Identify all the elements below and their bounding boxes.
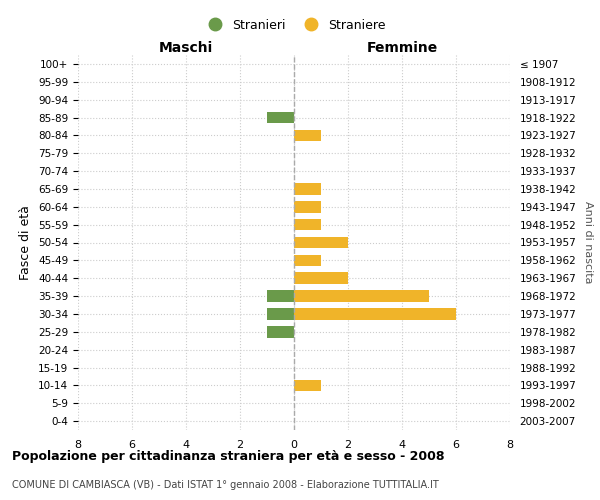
Bar	[294, 130, 321, 141]
Bar	[294, 380, 321, 391]
Bar	[294, 272, 348, 284]
Y-axis label: Anni di nascita: Anni di nascita	[583, 201, 593, 284]
Bar	[267, 326, 294, 338]
Bar	[294, 290, 429, 302]
Bar	[294, 308, 456, 320]
Text: COMUNE DI CAMBIASCA (VB) - Dati ISTAT 1° gennaio 2008 - Elaborazione TUTTITALIA.: COMUNE DI CAMBIASCA (VB) - Dati ISTAT 1°…	[12, 480, 439, 490]
Legend: Stranieri, Straniere: Stranieri, Straniere	[196, 12, 392, 38]
Y-axis label: Fasce di età: Fasce di età	[19, 205, 32, 280]
Bar	[267, 308, 294, 320]
Bar	[294, 219, 321, 230]
Bar	[294, 254, 321, 266]
Text: Femmine: Femmine	[367, 41, 437, 55]
Bar	[294, 201, 321, 212]
Bar	[267, 112, 294, 124]
Bar	[294, 236, 348, 248]
Text: Maschi: Maschi	[159, 41, 213, 55]
Bar	[267, 290, 294, 302]
Bar	[294, 183, 321, 194]
Text: Popolazione per cittadinanza straniera per età e sesso - 2008: Popolazione per cittadinanza straniera p…	[12, 450, 445, 463]
